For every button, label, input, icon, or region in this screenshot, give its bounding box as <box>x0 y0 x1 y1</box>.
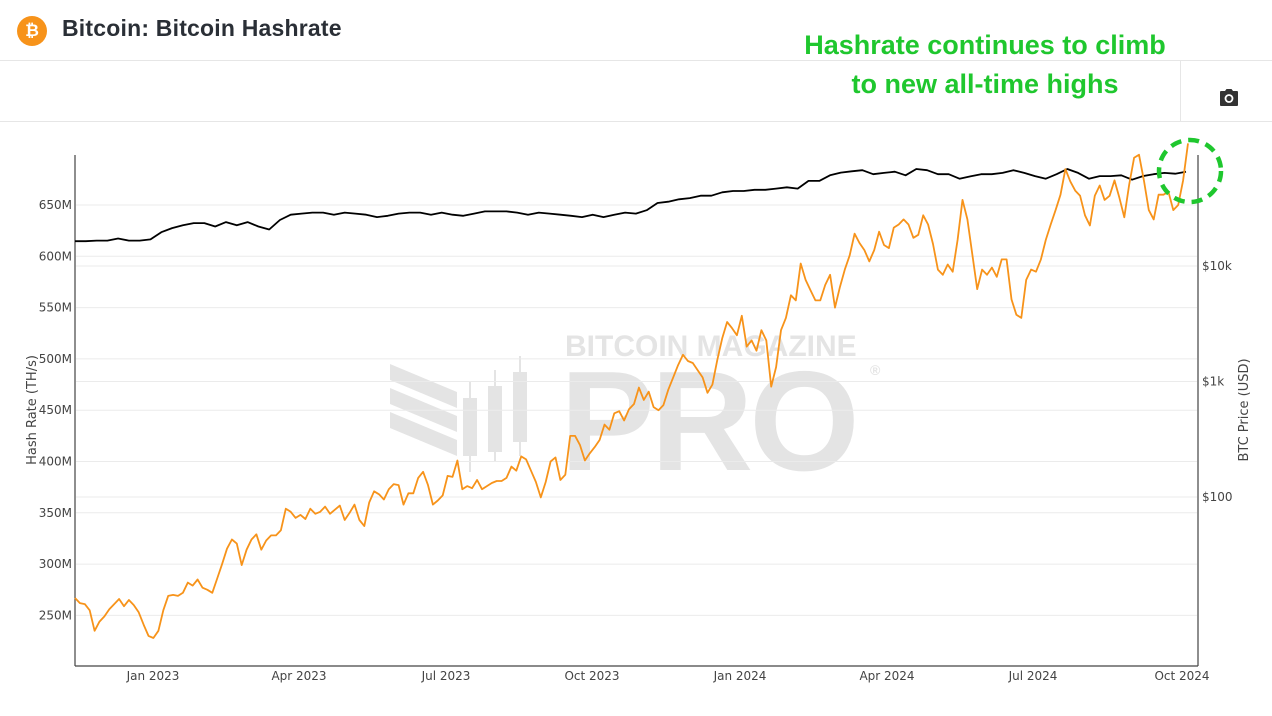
y-tick-label: 650M <box>39 198 72 212</box>
y-tick-label: 350M <box>39 506 72 520</box>
watermark-logo-icon <box>390 356 527 472</box>
y2-tick-label: $10k <box>1202 259 1232 273</box>
y-tick-label: 400M <box>39 455 72 469</box>
y-tick-label: 500M <box>39 352 72 366</box>
chart-header: ₿ Bitcoin: Bitcoin Hashrate <box>0 0 1272 61</box>
y2-tick-label: $1k <box>1202 375 1224 389</box>
x-tick-label: Jul 2024 <box>1008 669 1058 683</box>
x-axis-ticks: Jan 2023 Apr 2023 Jul 2023 Oct 2023 Jan 2024… <box>126 669 1210 683</box>
y-tick-label: 600M <box>39 249 72 263</box>
page-title: Bitcoin: Bitcoin Hashrate <box>62 15 342 41</box>
camera-icon <box>1220 89 1238 106</box>
y2-axis-title: BTC Price (USD) <box>1237 358 1252 461</box>
y-tick-label: 250M <box>39 608 72 622</box>
highlight-circle <box>1156 137 1224 205</box>
x-tick-label: Apr 2024 <box>859 669 914 683</box>
y-tick-label: 450M <box>39 403 72 417</box>
annotation-line-2: to new all-time highs <box>851 69 1119 99</box>
y-axis-ticks: 250M 300M 350M 400M 450M 500M 550M 600M 650M <box>39 198 72 622</box>
gridlines <box>76 204 1197 616</box>
x-tick-label: Apr 2023 <box>271 669 326 683</box>
watermark: BITCOIN MAGAZINE PRO ® <box>390 330 881 501</box>
x-tick-label: Jul 2023 <box>421 669 471 683</box>
watermark-registered: ® <box>870 362 881 378</box>
download-png-button[interactable] <box>1218 88 1240 108</box>
y2-axis-ticks: $100 $10k $1k <box>1202 259 1233 504</box>
bitcoin-logo-icon: ₿ <box>17 16 47 46</box>
hashrate-line <box>74 143 1189 639</box>
x-tick-label: Jan 2024 <box>713 669 767 683</box>
toolbar-divider <box>1180 61 1181 121</box>
btc-price-line <box>75 168 1187 243</box>
y2-tick-label: $100 <box>1202 490 1233 504</box>
x-tick-label: Jan 2023 <box>126 669 180 683</box>
x-tick-label: Oct 2023 <box>564 669 619 683</box>
plot-toolbar <box>0 61 1272 122</box>
y-axis-title: Hash Rate (TH/s) <box>25 355 40 465</box>
x-tick-label: Oct 2024 <box>1154 669 1209 683</box>
watermark-text-pro: PRO <box>560 342 856 501</box>
y-tick-label: 300M <box>39 557 72 571</box>
watermark-text-top: BITCOIN MAGAZINE <box>565 330 857 363</box>
annotation-text: Hashrate continues to climb to new all-t… <box>775 26 1195 104</box>
annotation-line-1: Hashrate continues to climb <box>804 30 1166 60</box>
y-tick-label: 550M <box>39 301 72 315</box>
